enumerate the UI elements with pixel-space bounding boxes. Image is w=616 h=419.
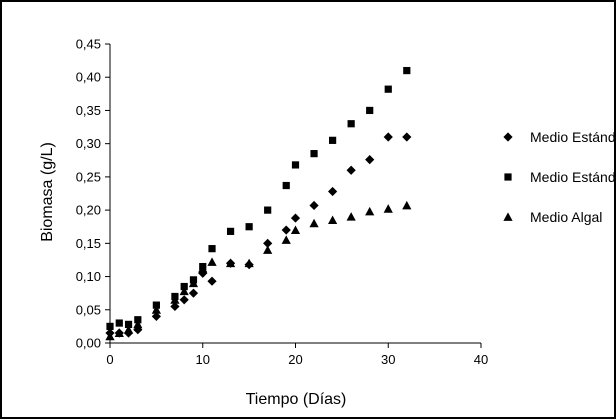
diamond-point	[133, 325, 143, 335]
square-point	[264, 206, 272, 214]
square-point	[366, 106, 374, 115]
data-points	[105, 66, 412, 341]
triangle-point	[179, 286, 189, 296]
series-diamond	[105, 132, 412, 338]
x-tick-label: 10	[196, 352, 210, 367]
triangle-point	[105, 331, 115, 341]
x-tick-label: 20	[288, 352, 302, 367]
diamond-point	[188, 288, 199, 298]
diamond-point	[151, 311, 161, 322]
triangle-point	[365, 206, 375, 216]
triangle-point	[309, 218, 319, 228]
diamond-point	[402, 132, 412, 142]
diamond-point	[328, 186, 338, 197]
legend-diamond-marker	[503, 132, 513, 142]
triangle-point	[244, 258, 254, 268]
diamond-point	[309, 200, 319, 211]
y-tick-label: 0,05	[76, 302, 101, 317]
diamond-point	[207, 276, 217, 286]
triangle-point	[151, 305, 161, 314]
legend-square-marker	[504, 173, 512, 181]
legend-label: Medio Estándar 2	[530, 169, 614, 185]
legend-triangle-marker	[503, 212, 513, 221]
triangle-point	[207, 257, 217, 266]
triangle-point	[281, 235, 291, 244]
x-tick-label: 0	[106, 352, 113, 367]
square-point	[152, 301, 160, 309]
square-point	[134, 316, 142, 324]
legend-item: Medio Algal	[503, 209, 602, 225]
triangle-point	[170, 295, 180, 304]
triangle-point	[133, 319, 143, 329]
diamond-point	[346, 165, 356, 175]
y-tick-label: 0,45	[76, 37, 101, 52]
diamond-point	[179, 295, 189, 305]
square-point	[115, 319, 123, 327]
series-triangle	[105, 200, 412, 341]
triangle-point	[188, 278, 199, 288]
square-point	[282, 181, 290, 190]
y-tick-label: 0,35	[76, 103, 101, 118]
y-tick-label: 0,40	[76, 70, 101, 85]
square-point	[384, 85, 392, 93]
square-point	[226, 227, 235, 235]
legend-item: Medio Estándar 1	[503, 129, 614, 145]
square-point	[291, 161, 300, 169]
triangle-point	[198, 263, 208, 273]
ticks: 0,00 0,05 0,10 0,15 0,20 0,25 0,30 0,35 0,40 0,45…	[76, 37, 489, 368]
triangle-point	[328, 215, 338, 224]
square-point	[347, 120, 355, 128]
axes	[109, 44, 481, 344]
y-tick-label: 0,10	[76, 269, 101, 284]
legend: Medio Estándar 1 Medio Estándar 2 Medio Al…	[503, 129, 614, 225]
triangle-point	[225, 258, 236, 268]
x-axis-label: Tiempo (Días)	[246, 391, 347, 408]
y-tick-label: 0,30	[76, 136, 101, 151]
y-tick-label: 0,15	[76, 236, 101, 251]
square-point	[245, 223, 253, 231]
legend-label: Medio Estándar 1	[530, 129, 614, 145]
square-point	[124, 320, 133, 328]
square-point	[208, 245, 216, 253]
triangle-point	[114, 328, 124, 337]
diamond-point	[290, 213, 301, 223]
triangle-point	[346, 212, 356, 221]
square-point	[329, 136, 337, 144]
diamond-point	[170, 301, 180, 312]
square-point	[310, 150, 318, 158]
diamond-point	[365, 155, 375, 165]
y-tick-label: 0,20	[76, 203, 101, 218]
triangle-point	[290, 225, 301, 234]
diamond-point	[281, 225, 291, 235]
diamond-point	[383, 132, 393, 142]
triangle-point	[123, 325, 134, 334]
x-tick-label: 30	[381, 352, 395, 367]
legend-label: Medio Algal	[530, 209, 602, 225]
series-square	[106, 66, 411, 330]
y-tick-label: 0,25	[76, 169, 101, 184]
triangle-point	[402, 200, 412, 210]
square-point	[180, 282, 188, 291]
x-tick-label: 40	[474, 352, 488, 367]
square-point	[106, 322, 114, 330]
triangle-point	[383, 204, 393, 213]
diamond-point	[263, 238, 273, 248]
y-axis-label: Biomasa (g/L)	[39, 142, 56, 242]
triangle-point	[263, 245, 273, 254]
legend-item: Medio Estándar 2	[504, 169, 614, 185]
square-point	[403, 66, 411, 75]
y-tick-label: 0,00	[76, 336, 101, 351]
